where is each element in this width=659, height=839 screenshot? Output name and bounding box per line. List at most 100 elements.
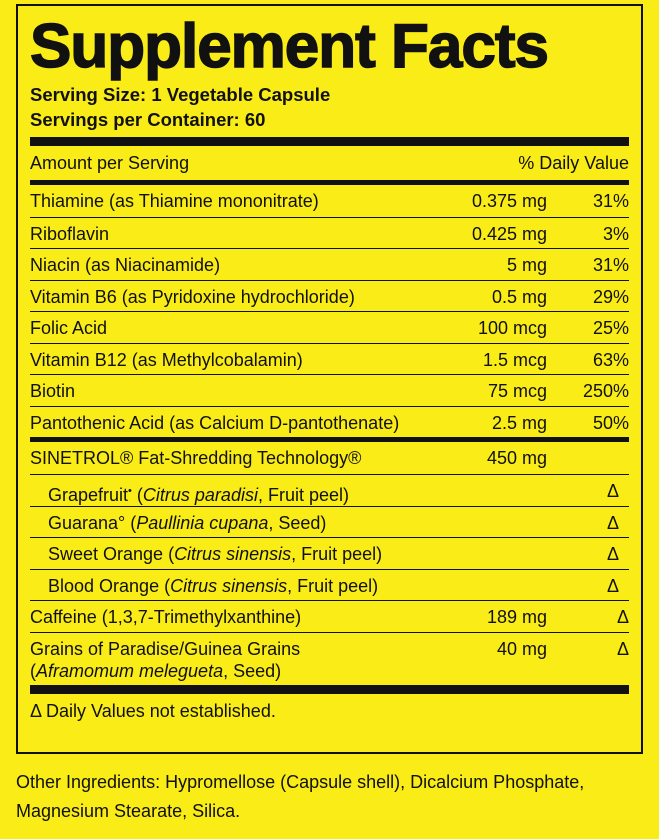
name-line: Blood Orange (Citrus sinensis, Fruit pee… <box>48 575 417 597</box>
nutrient-name: Pantothenic Acid (as Calcium D-pantothen… <box>30 412 417 434</box>
nutrient-name: Grapefruit• (Citrus paradisi, Fruit peel… <box>30 480 417 506</box>
nutrient-row: Biotin 75 mcg 250% <box>30 374 629 406</box>
amount: 0.5 mg <box>491 286 547 307</box>
name-part: Grapefruit <box>48 484 129 505</box>
nutrient-row: Vitamin B6 (as Pyridoxine hydrochloride)… <box>30 279 629 312</box>
column-header: Amount per Serving % Daily Value <box>30 146 629 180</box>
name-line: SINETROL® Fat-Shredding Technology® <box>30 447 417 469</box>
nutrient-name: Guarana° (Paullinia cupana, Seed) <box>30 512 417 534</box>
nutrient-row: SINETROL® Fat-Shredding Technology® 450 m… <box>30 442 629 474</box>
nutrient-row: Caffeine (1,3,7-Trimethylxanthine) 189 mg… <box>30 600 629 632</box>
amount: 0.425 mg <box>471 223 547 244</box>
name-line: Pantothenic Acid (as Calcium D-pantothen… <box>30 412 417 434</box>
name-part: ( <box>30 660 36 681</box>
name-line: Guarana° (Paullinia cupana, Seed) <box>48 512 417 534</box>
nutrient-name: Vitamin B12 (as Methylcobalamin) <box>30 349 417 371</box>
name-line: Vitamin B12 (as Methylcobalamin) <box>30 349 417 371</box>
nutrient-name: Vitamin B6 (as Pyridoxine hydrochloride) <box>30 286 417 308</box>
nutrient-row: Folic Acid 100 mcg 25% <box>30 311 629 343</box>
name-part: , Fruit peel) <box>287 575 379 596</box>
name-part: Vitamin B6 (as Pyridoxine hydrochloride) <box>30 286 355 307</box>
nutrient-row: Vitamin B12 (as Methylcobalamin) 1.5 mcg 6… <box>30 342 629 375</box>
nutrient-name: Caffeine (1,3,7-Trimethylxanthine) <box>30 606 417 628</box>
servings-per-container: Servings per Container: 60 <box>30 109 266 130</box>
thick-rule <box>30 137 629 146</box>
daily-value: Δ <box>616 638 629 659</box>
name-line: Grains of Paradise/Guinea Grains <box>30 638 417 660</box>
nutrient-name: Riboflavin <box>30 223 417 245</box>
nutrient-row: Riboflavin 0.425 mg 3% <box>30 216 629 249</box>
name-line: Riboflavin <box>30 223 417 245</box>
name-part: Citrus paradisi <box>142 484 258 505</box>
nutrient-name: Thiamine (as Thiamine mononitrate) <box>30 190 417 212</box>
facts-panel: Supplement Facts Serving Size: 1 Vegetab… <box>16 4 643 754</box>
ingredients-line: Magnesium Stearate, Silica. <box>16 801 241 821</box>
name-part: , Fruit peel) <box>291 544 383 564</box>
name-part: Pantothenic Acid (as Calcium D-pantothen… <box>30 412 400 433</box>
name-part: Paullinia cupana <box>136 512 269 533</box>
name-line: Vitamin B6 (as Pyridoxine hydrochloride) <box>30 286 417 308</box>
nutrient-row: Blood Orange (Citrus sinensis, Fruit pee… <box>30 568 629 601</box>
amount: 5 mg <box>506 255 547 275</box>
thick-rule <box>30 437 629 442</box>
name-part: Aframomum melegueta <box>36 660 224 681</box>
nutrient-row: Thiamine (as Thiamine mononitrate) 0.375 … <box>30 185 629 217</box>
nutrient-name: Blood Orange (Citrus sinensis, Fruit pee… <box>30 575 417 597</box>
name-part: Biotin <box>30 381 76 401</box>
daily-value: 3% <box>602 223 629 244</box>
name-part: Niacin (as Niacinamide) <box>30 255 221 275</box>
name-part: Caffeine (1,3,7-Trimethylxanthine) <box>30 607 302 627</box>
name-part: Grains of Paradise/Guinea Grains <box>30 638 301 659</box>
amount: 1.5 mcg <box>482 349 547 370</box>
name-part: Folic Acid <box>30 318 108 338</box>
name-part: ( <box>131 484 143 505</box>
daily-value: 25% <box>592 318 629 338</box>
name-part: • <box>128 484 132 497</box>
daily-value: Δ <box>606 480 619 501</box>
name-part: Guarana° ( <box>48 512 137 533</box>
name-part: Sweet Orange ( <box>48 544 175 564</box>
nutrient-name: Biotin <box>30 380 417 402</box>
thick-rule <box>30 180 629 185</box>
footnote: Δ Daily Values not established. <box>30 700 276 721</box>
name-part: , Fruit peel) <box>257 484 349 505</box>
name-line: Biotin <box>30 380 417 402</box>
amount: 450 mg <box>486 448 547 468</box>
nutrient-row: Pantothenic Acid (as Calcium D-pantothen… <box>30 405 629 438</box>
serving-size: Serving Size: 1 Vegetable Capsule <box>30 84 331 105</box>
amount: 75 mcg <box>487 381 547 401</box>
daily-value: Δ <box>606 575 619 596</box>
nutrient-name: Folic Acid <box>30 317 417 339</box>
nutrient-name: Grains of Paradise/Guinea Grains (Aframom… <box>30 638 417 682</box>
daily-value: 31% <box>592 255 629 275</box>
daily-value: 29% <box>592 286 629 307</box>
other-ingredients: Other Ingredients: Hypromellose (Capsule… <box>16 768 584 826</box>
nutrient-name: SINETROL® Fat-Shredding Technology® <box>30 447 417 469</box>
daily-value: 63% <box>592 349 629 370</box>
daily-value: 250% <box>582 381 629 401</box>
name-line: Thiamine (as Thiamine mononitrate) <box>30 190 417 212</box>
nutrient-name: Niacin (as Niacinamide) <box>30 254 417 276</box>
daily-value: Δ <box>616 607 629 627</box>
nutrient-name: Sweet Orange (Citrus sinensis, Fruit pee… <box>30 543 417 565</box>
name-part: Riboflavin <box>30 223 110 244</box>
name-part: SINETROL® Fat-Shredding Technology® <box>30 448 362 468</box>
name-part: Citrus sinensis <box>170 575 288 596</box>
amount: 40 mg <box>496 638 547 659</box>
amount: 0.375 mg <box>471 191 547 211</box>
name-line: (Aframomum melegueta, Seed) <box>30 660 417 682</box>
daily-value: 31% <box>592 191 629 211</box>
amount: 2.5 mg <box>491 412 547 433</box>
amount: 100 mcg <box>477 318 547 338</box>
name-part: Blood Orange ( <box>48 575 171 596</box>
rows: Thiamine (as Thiamine mononitrate) 0.375 … <box>30 185 629 682</box>
name-part: Vitamin B12 (as Methylcobalamin) <box>30 349 303 370</box>
name-part: , Seed) <box>223 660 282 681</box>
name-line: Sweet Orange (Citrus sinensis, Fruit pee… <box>48 543 417 565</box>
dv-header: % Daily Value <box>518 152 629 173</box>
name-part: , Seed) <box>268 512 327 533</box>
name-line: Grapefruit• (Citrus paradisi, Fruit peel… <box>48 480 417 506</box>
nutrient-row: Grains of Paradise/Guinea Grains (Aframom… <box>30 631 629 682</box>
title: Supplement Facts <box>29 11 550 82</box>
